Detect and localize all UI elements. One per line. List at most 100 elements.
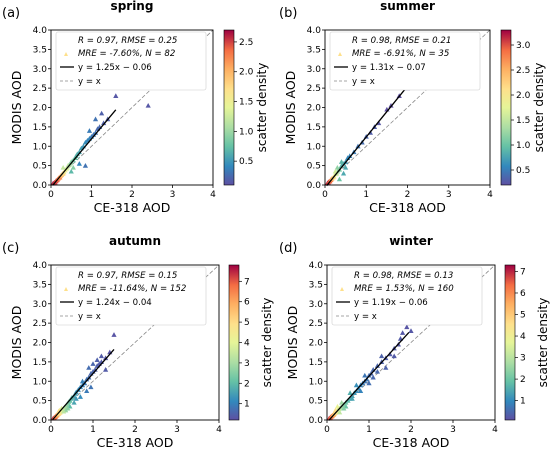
colorbar-tick-label: 1 xyxy=(244,400,250,410)
stats-line-2: MRE = -11.64%, N = 152 xyxy=(78,284,186,294)
y-tick-label: 1.5 xyxy=(307,123,321,133)
data-point xyxy=(86,374,92,380)
data-point xyxy=(76,149,82,155)
colorbar-tick-label: 7 xyxy=(244,277,250,287)
data-point xyxy=(358,388,364,394)
y-tick-label: 2.0 xyxy=(307,104,322,114)
colorbar-gradient xyxy=(228,264,240,421)
data-point xyxy=(79,378,86,384)
colorbar-tick-label: 1 xyxy=(520,397,526,407)
data-point xyxy=(370,374,376,380)
colorbar-label: scatter density xyxy=(536,298,550,388)
data-point xyxy=(61,408,67,414)
y-tick-label: 1.5 xyxy=(309,358,323,368)
y-tick-label: 2.0 xyxy=(33,339,48,349)
panel-label: (c) xyxy=(2,241,19,256)
data-point xyxy=(98,353,104,359)
legend: R = 0.98, RMSE = 0.21 MRE = -6.91%, N = 3… xyxy=(329,31,481,91)
data-point xyxy=(338,159,345,164)
y-tick-label: 0.0 xyxy=(33,416,48,426)
panel-label: (d) xyxy=(279,241,297,256)
legend-marker xyxy=(338,52,342,56)
legend-marker xyxy=(64,52,68,56)
x-tick-label: 1 xyxy=(90,425,96,435)
panel-autumn: (c) autumn 0 1 2 3 4 0.0 0.5 1.0 1.5 2.0 2.5 3.0 3.5 4.… xyxy=(2,234,274,450)
data-point xyxy=(145,102,151,108)
data-point xyxy=(70,164,76,170)
y-tick-label: 2.5 xyxy=(309,319,323,329)
fit-line xyxy=(328,331,410,421)
x-tick-label: 0 xyxy=(48,425,54,435)
panel-title: summer xyxy=(380,0,435,13)
colorbar-tick-label: 2.0 xyxy=(516,91,531,101)
fit-line xyxy=(326,85,409,187)
identity-line xyxy=(50,264,220,421)
legend-fit-label: y = 1.24x − 0.04 xyxy=(78,298,152,308)
colorbar-tick-label: 5 xyxy=(244,318,250,328)
x-axis-label: CE-318 AOD xyxy=(94,200,171,215)
x-tick-label: 2 xyxy=(132,425,138,435)
x-tick-label: 3 xyxy=(446,190,452,200)
panel-title: autumn xyxy=(109,234,161,248)
data-point xyxy=(347,390,353,395)
legend-identity-label: y = x xyxy=(78,77,101,87)
y-tick-label: 4.0 xyxy=(33,261,48,271)
panel-title: winter xyxy=(389,234,433,248)
y-tick-label: 3.0 xyxy=(307,65,322,75)
data-point xyxy=(374,363,380,368)
panel-spring: (a) spring 0 1 2 3 4 0.0 0.5 1.0 1.5 2.0 2.5 3.0 3.5 4.… xyxy=(2,0,269,215)
data-point xyxy=(340,170,347,176)
stats-line-2: MRE = 1.53%, N = 160 xyxy=(354,284,454,294)
y-tick-label: 0.0 xyxy=(307,181,322,191)
y-tick-label: 1.0 xyxy=(33,377,48,387)
data-point xyxy=(86,365,92,370)
legend-fit-label: y = 1.31x − 0.07 xyxy=(352,63,426,73)
y-tick-label: 3.5 xyxy=(33,280,47,290)
data-point xyxy=(99,110,105,116)
data-point xyxy=(404,324,410,330)
y-tick-label: 0.0 xyxy=(309,416,324,426)
colorbar-tick-label: 6 xyxy=(244,298,250,308)
x-axis-label: CE-318 AOD xyxy=(373,435,450,450)
legend-fit-label: y = 1.25x − 0.06 xyxy=(78,63,152,73)
data-point xyxy=(94,357,100,363)
colorbar-label: scatter density xyxy=(255,63,269,153)
data-point xyxy=(408,328,414,333)
y-axis-label: MODIS AOD xyxy=(283,71,298,145)
legend-box xyxy=(55,31,207,91)
colorbar-tick-label: 2 xyxy=(520,375,526,385)
data-point xyxy=(71,399,77,405)
data-point xyxy=(84,388,90,394)
x-tick-label: 3 xyxy=(450,425,456,435)
colorbar-tick-label: 2.5 xyxy=(239,38,253,48)
legend-identity-label: y = x xyxy=(354,312,377,322)
data-point xyxy=(353,382,359,388)
legend: R = 0.97, RMSE = 0.15 MRE = -11.64%, N = … xyxy=(55,266,207,326)
data-point xyxy=(103,355,109,361)
x-tick-label: 4 xyxy=(492,425,498,435)
data-point xyxy=(68,168,74,174)
data-point xyxy=(65,405,71,411)
colorbar-label: scatter density xyxy=(260,298,274,388)
data-point xyxy=(336,176,343,182)
legend-marker xyxy=(340,287,344,291)
data-point xyxy=(334,403,341,409)
data-point xyxy=(362,372,368,378)
colorbar-tick-label: 6 xyxy=(520,289,526,299)
x-axis-label: CE-318 AOD xyxy=(97,435,174,450)
colorbar-tick-label: 0.5 xyxy=(239,157,253,167)
colorbar: 0.5 1.0 1.5 2.0 2.5 3.0 scatter density xyxy=(500,29,546,186)
colorbar: 1 2 3 4 5 6 7 scatter density xyxy=(504,264,550,421)
data-point xyxy=(103,367,109,372)
x-tick-label: 2 xyxy=(129,190,135,200)
data-point xyxy=(76,161,82,166)
fit-line xyxy=(52,349,115,421)
y-tick-label: 0.5 xyxy=(307,162,321,172)
y-tick-label: 1.0 xyxy=(307,142,322,152)
panel-winter: (d) winter 0 1 2 3 4 0.0 0.5 1.0 1.5 2.0 2.5 3.0 3.5 4.… xyxy=(279,234,550,450)
data-point xyxy=(334,164,340,170)
colorbar-tick-label: 0.5 xyxy=(516,166,530,176)
y-tick-label: 3.5 xyxy=(309,280,323,290)
data-point xyxy=(90,361,96,366)
data-point xyxy=(82,163,89,168)
